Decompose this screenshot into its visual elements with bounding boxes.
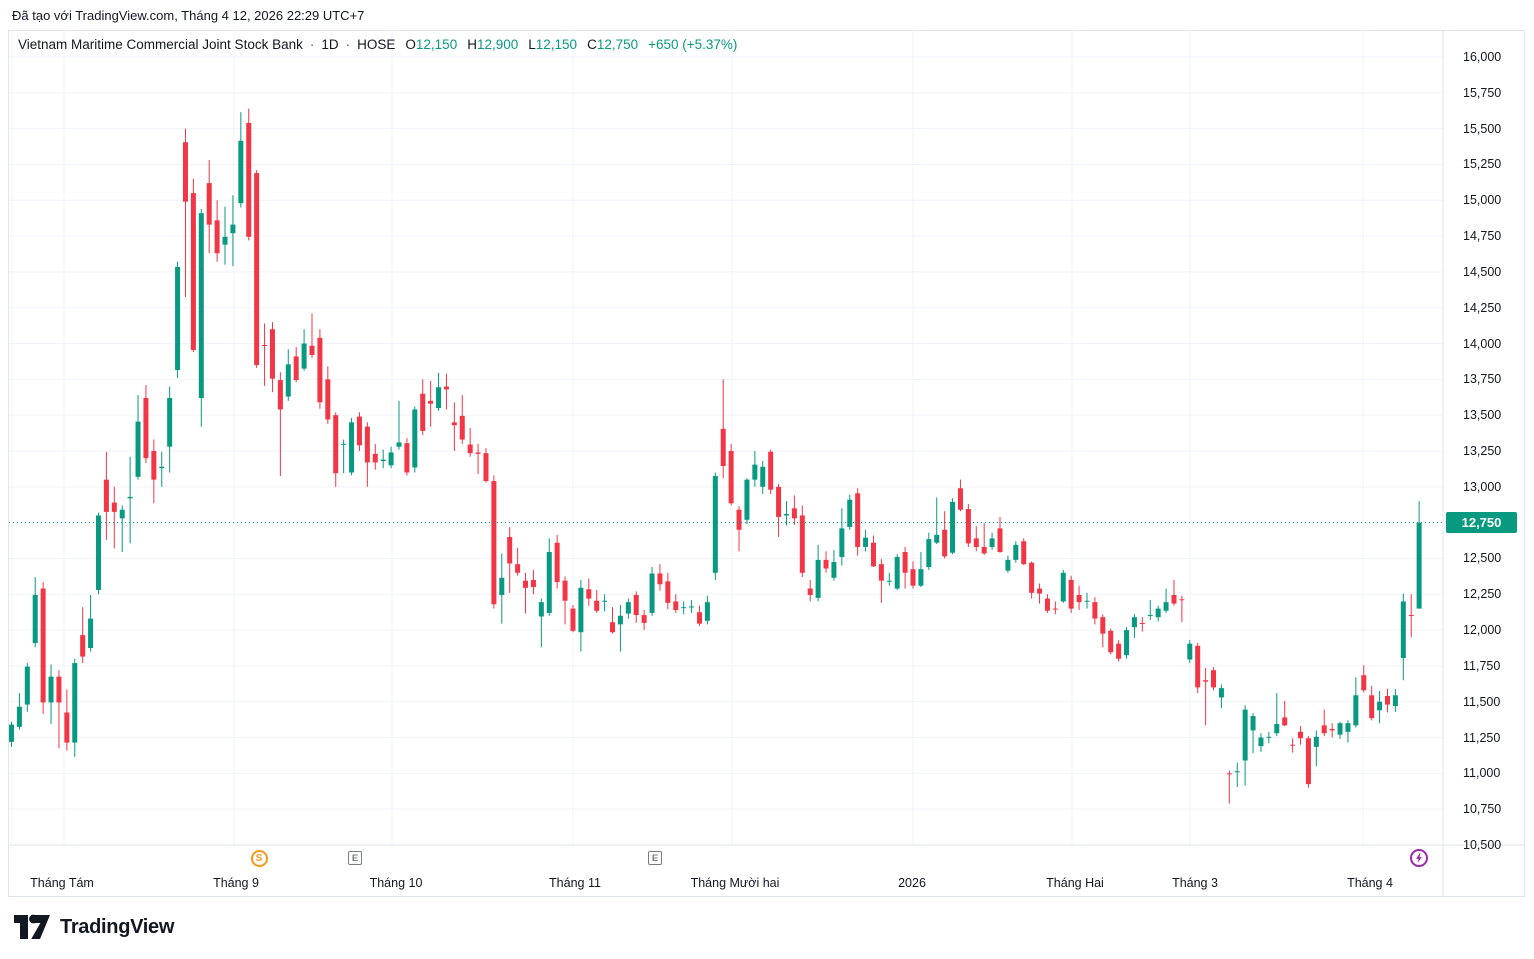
time-axis-label: Tháng Hai: [1046, 876, 1104, 890]
price-axis-label: 11,500: [1463, 694, 1501, 709]
price-axis-label: 11,750: [1463, 658, 1501, 673]
price-axis-label: 13,250: [1463, 444, 1502, 458]
change-label: +650 (+5.37%): [648, 37, 738, 52]
chart-frame: [8, 30, 1525, 897]
time-axis-label: Tháng 11: [549, 876, 601, 890]
time-axis-label: 2026: [898, 876, 926, 890]
tradingview-logo-icon: [14, 914, 50, 939]
symbol-legend[interactable]: Vietnam Maritime Commercial Joint Stock …: [18, 37, 737, 52]
price-axis-label: 11,000: [1463, 766, 1501, 781]
time-axis-label: Tháng 3: [1172, 876, 1218, 890]
earnings-marker-icon[interactable]: E: [648, 851, 662, 865]
earnings-marker-icon[interactable]: E: [348, 851, 362, 865]
price-axis-label: 14,250: [1463, 300, 1502, 315]
price-axis-label: 10,500: [1463, 838, 1502, 852]
last-price-badge: 12,750: [1446, 512, 1517, 534]
tradingview-logo-text: TradingView: [60, 915, 175, 938]
time-axis-label: Tháng Tám: [30, 876, 94, 890]
price-axis-label: 12,250: [1463, 587, 1502, 602]
timeframe-label[interactable]: 1D: [321, 37, 339, 52]
price-axis-label: 13,000: [1463, 479, 1502, 494]
ohlc-close: C12,750: [587, 37, 639, 52]
ohlc-low: L12,150: [528, 37, 578, 52]
price-axis-label: 11,250: [1463, 730, 1501, 745]
ohlc-high: H12,900: [467, 37, 519, 52]
price-axis-label: 12,000: [1463, 623, 1502, 638]
tradingview-logo[interactable]: TradingView: [14, 914, 174, 940]
price-axis-label: 13,750: [1463, 372, 1502, 387]
attribution-text: Đã tạo với TradingView.com, Tháng 4 12, …: [12, 8, 365, 23]
ohlc-open: O12,150: [405, 37, 458, 52]
price-axis-label: 14,500: [1463, 264, 1502, 279]
time-axis-label: Tháng 9: [213, 876, 259, 890]
symbol-title[interactable]: Vietnam Maritime Commercial Joint Stock …: [18, 37, 303, 52]
lightning-icon: [1416, 853, 1422, 863]
event-marker[interactable]: [1410, 849, 1428, 867]
price-axis-label: 14,750: [1463, 229, 1502, 244]
legend-separator: ·: [345, 37, 351, 52]
exchange-label: HOSE: [357, 37, 396, 52]
price-axis-label: 13,500: [1463, 408, 1502, 423]
time-axis-label: Tháng Mười hai: [690, 876, 780, 890]
price-axis-label: 10,750: [1463, 802, 1502, 817]
price-axis-label: 15,000: [1463, 193, 1502, 208]
price-axis-label: 15,750: [1463, 85, 1502, 100]
price-axis-label: 15,250: [1463, 157, 1502, 172]
price-axis-label: 12,500: [1463, 551, 1502, 566]
legend-separator: ·: [309, 37, 315, 52]
time-axis-label: Tháng 10: [369, 876, 423, 890]
time-axis-label: Tháng 4: [1347, 876, 1393, 890]
price-axis-label: 15,500: [1463, 121, 1502, 136]
price-axis-label: 14,000: [1463, 336, 1502, 351]
split-marker-icon[interactable]: S: [250, 849, 268, 867]
price-axis-label: 16,000: [1463, 50, 1502, 64]
